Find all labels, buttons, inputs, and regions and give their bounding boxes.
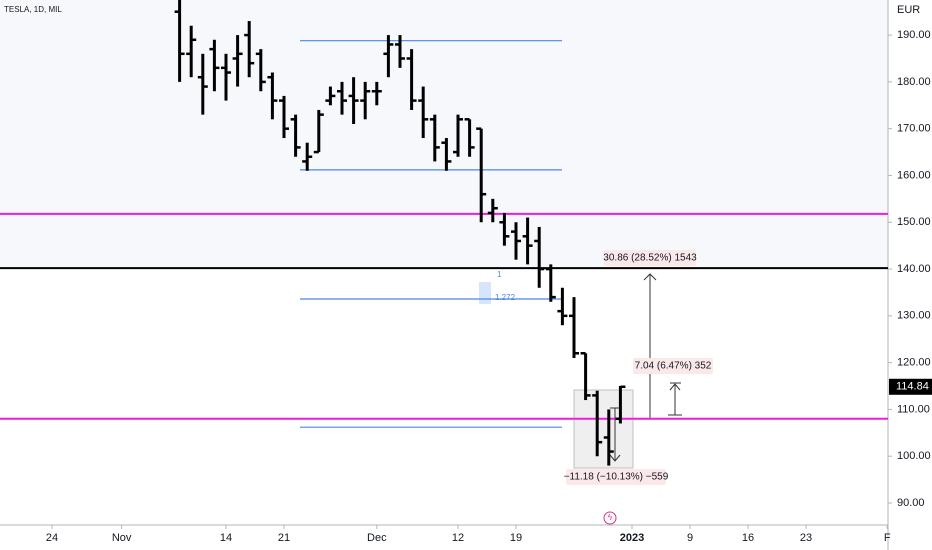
ohlc-bar <box>371 81 382 106</box>
y-tick-label: 120.00 <box>897 357 931 369</box>
measure-label-bg <box>633 358 713 374</box>
chart-title: TESLA, 1D, MIL <box>4 5 62 14</box>
ohlc-bar <box>453 114 463 157</box>
x-tick-label: 23 <box>800 532 812 544</box>
ohlc-bar <box>499 212 510 246</box>
measure-label-bg <box>604 250 696 266</box>
ohlc-bar <box>395 35 405 68</box>
axis-unit: EUR <box>897 4 920 16</box>
ohlc-bar <box>360 81 371 120</box>
ohlc-bar <box>557 287 568 326</box>
ohlc-bar <box>186 25 197 78</box>
x-tick-label: 16 <box>742 532 754 544</box>
ohlc-bar <box>511 222 521 260</box>
measure-label-bg <box>566 469 666 485</box>
ohlc-bar <box>522 217 533 265</box>
measure-label: 30.86 (28.52%) 1543 <box>603 253 697 264</box>
y-tick-label: 130.00 <box>897 310 931 322</box>
ohlc-bar <box>221 53 231 101</box>
y-tick-label: 190.00 <box>897 29 931 41</box>
measure-label: −11.18 (−10.13%) −559 <box>564 472 669 483</box>
ohlc-bar <box>255 49 266 92</box>
y-tick-label: 110.00 <box>897 403 930 415</box>
last-price-tag <box>889 378 932 395</box>
ohlc-bar <box>348 77 359 124</box>
shaded-zone <box>0 0 888 267</box>
measure-label: 7.04 (6.47%) 352 <box>635 361 712 372</box>
x-tick-label: F <box>884 532 891 544</box>
y-tick-label: 100.00 <box>897 450 931 462</box>
x-tick-label: Nov <box>112 532 132 544</box>
ohlc-bar <box>279 95 289 139</box>
y-tick-label: 180.00 <box>897 76 931 88</box>
fib-label: 1 <box>497 270 502 279</box>
y-tick-label: 90.00 <box>897 497 925 509</box>
ohlc-bar <box>487 198 498 223</box>
ohlc-bar <box>174 0 185 82</box>
ohlc-bar <box>302 142 313 171</box>
ohlc-bar <box>244 21 255 78</box>
ohlc-bar <box>569 297 579 358</box>
ohlc-bar <box>290 114 301 157</box>
y-tick-label: 150.00 <box>897 216 931 228</box>
ohlc-bar <box>406 49 417 110</box>
ohlc-bar <box>197 53 208 115</box>
ohlc-bar <box>313 109 324 154</box>
x-tick-label: Dec <box>367 532 387 544</box>
ohlc-bar <box>429 114 440 162</box>
last-price-label: 114.84 <box>896 381 929 393</box>
fib-box <box>479 282 491 304</box>
ohlc-bar <box>464 118 475 157</box>
ohlc-bar <box>580 352 591 401</box>
ohlc-bar <box>545 264 556 302</box>
x-tick-label: 24 <box>46 532 58 544</box>
x-tick-label: 21 <box>278 532 290 544</box>
event-icon[interactable] <box>603 511 617 525</box>
fib-label: 1.272 <box>495 293 516 302</box>
x-tick-label: 14 <box>220 532 232 544</box>
ohlc-bar <box>534 226 545 288</box>
ohlc-bar <box>267 72 278 120</box>
y-tick-label: 160.00 <box>897 169 931 181</box>
x-tick-label: 9 <box>687 532 693 544</box>
event-icon-glyph[interactable]: ϟ <box>608 513 613 522</box>
y-tick-label: 140.00 <box>897 263 931 275</box>
measure-arrows <box>609 273 682 462</box>
x-tick-label: 2023 <box>620 532 644 544</box>
x-tick-label: 12 <box>452 532 464 544</box>
ohlc-bar <box>441 138 452 171</box>
ohlc-bar <box>325 86 336 106</box>
measure-box <box>573 389 634 469</box>
x-tick-label: 19 <box>510 532 522 544</box>
ohlc-bar <box>418 86 429 139</box>
ohlc-bar <box>615 385 626 424</box>
ohlc-bar <box>383 35 394 78</box>
ohlc-bar <box>209 39 220 92</box>
y-tick-label: 170.00 <box>897 123 931 135</box>
ohlc-bar <box>337 81 347 115</box>
ohlc-bar <box>232 35 243 87</box>
ohlc-bar <box>603 409 614 466</box>
ohlc-bar <box>476 127 487 223</box>
ohlc-bar <box>592 390 603 457</box>
